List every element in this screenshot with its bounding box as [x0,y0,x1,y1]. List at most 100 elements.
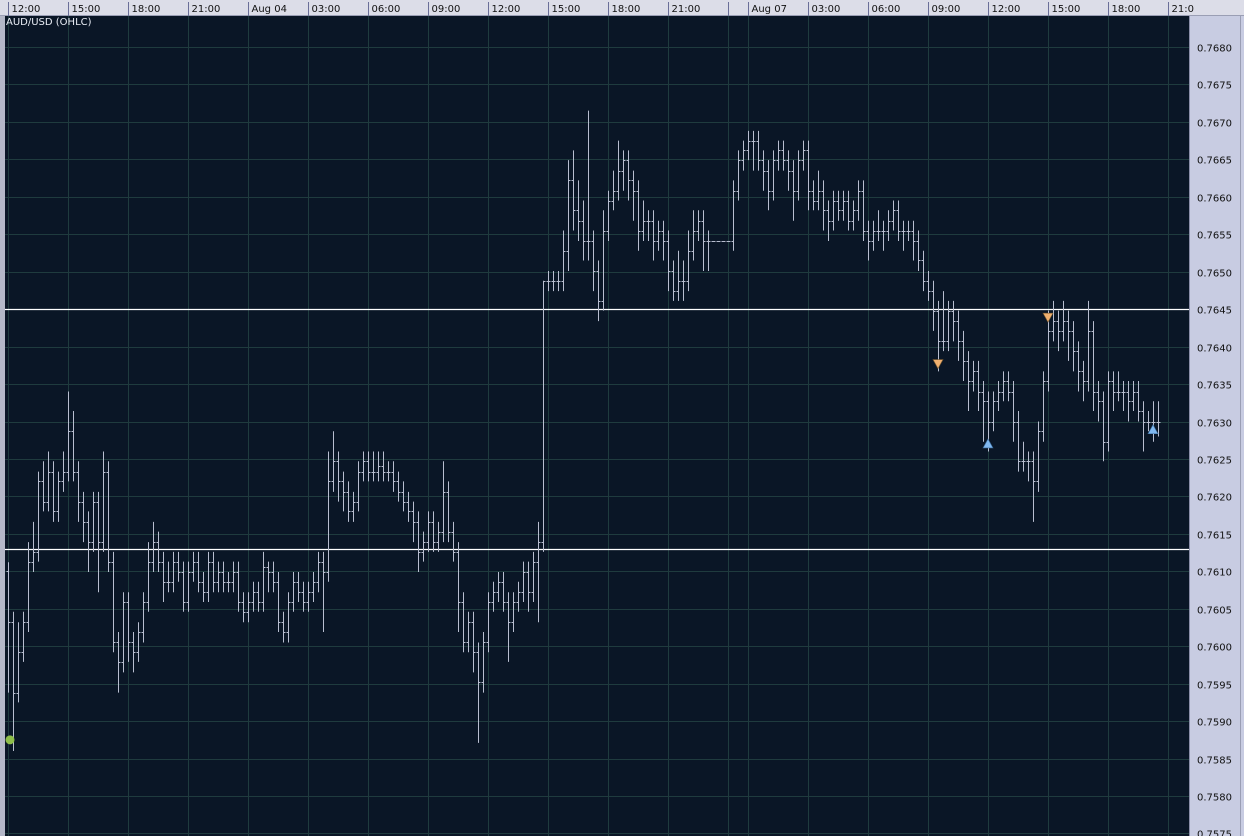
ohlc-bar [966,351,971,412]
ohlc-bar [251,581,256,612]
ohlc-bar [261,551,266,612]
time-tick-label: 21:00 [192,4,221,15]
ohlc-bar [386,461,391,482]
ohlc-bar [871,220,876,251]
ohlc-bar [51,461,56,522]
price-axis-panel[interactable] [1189,0,1244,836]
ohlc-bar [76,461,81,522]
ohlc-bar [171,551,176,593]
ohlc-bar [721,240,726,242]
ohlc-bar [211,551,216,593]
ohlc-bar [806,140,811,211]
ohlc-bar [566,160,571,271]
ohlc-bar [1156,401,1161,437]
ohlc-bar [1066,310,1071,361]
ohlc-bar [86,511,91,573]
ohlc-bar [141,592,146,643]
sell-arrow-icon [932,359,944,370]
entry-dot-marker [5,735,15,745]
ohlc-bar [601,210,606,311]
ohlc-bar [201,572,206,603]
ohlc-bar [6,562,11,693]
time-axis-panel[interactable] [0,0,1244,16]
ohlc-bar [561,230,566,292]
ohlc-bar [971,360,976,392]
ohlc-bar [636,180,641,251]
ohlc-bar [586,110,591,261]
ohlc-bar [616,140,621,201]
ohlc-bar [391,461,396,492]
ohlc-bar [901,220,906,251]
ohlc-bar [231,561,236,593]
ohlc-bar [421,531,426,562]
time-tick-label: 03:00 [812,4,841,15]
time-tick-label: Aug 04 [252,4,287,15]
ohlc-bar [36,471,41,562]
ohlc-bar [811,180,816,211]
ohlc-bar [796,150,801,201]
ohlc-bar [761,150,766,191]
ohlc-bar [166,561,171,593]
ohlc-bar [186,561,191,612]
ohlc-bar [96,491,101,593]
ohlc-bar [396,471,401,502]
ohlc-bar [926,270,931,301]
ohlc-bar [466,611,471,653]
ohlc-bar [916,230,921,271]
ohlc-bar [1136,381,1141,422]
ohlc-bar [1041,371,1046,442]
ohlc-bar [1061,300,1066,342]
buy-arrow-icon [1147,424,1159,435]
ohlc-bar [581,200,586,261]
price-tick-label: 0.7645 [1197,306,1232,317]
ohlc-bar [731,180,736,251]
price-tick-label: 0.7605 [1197,606,1232,617]
ohlc-bar [651,210,656,261]
ohlc-bar [711,240,716,242]
grid [5,16,1189,836]
ohlc-bar [291,572,296,612]
ohlc-bar [416,511,421,573]
ohlc-bar [1011,381,1016,442]
ohlc-bar [531,551,536,603]
ohlc-bar [726,240,731,242]
ohlc-bar [136,622,141,662]
ohlc-bar [431,511,436,552]
ohlc-bar [111,551,116,653]
ohlc-bar [776,140,781,171]
time-tick-label: 15:00 [552,4,581,15]
ohlc-bar [951,300,956,342]
ohlc-bar [481,631,486,693]
ohlc-bar [546,270,551,292]
ohlc-bar [501,572,506,612]
ohlc-bar [161,551,166,603]
time-tick-label: 06:00 [872,4,901,15]
ohlc-bar [456,542,461,632]
ohlc-bar [276,572,281,632]
ohlc-bar [976,360,981,412]
ohlc-bar [321,551,326,632]
ohlc-bar [1086,300,1091,392]
ohlc-bar [626,150,631,201]
ohlc-bar [241,592,246,623]
chart-title: AUD/USD (OHLC) [6,17,92,28]
time-tick-label: 21:0 [1172,4,1194,15]
ohlc-bar [256,581,261,612]
ohlc-bar [236,561,241,612]
ohlc-bar [921,250,926,292]
ohlc-bar [341,471,346,512]
time-tick-label: 06:00 [372,4,401,15]
time-axis: 12:00 15:00 18:00 21:00 Aug 04 03:00 06:00 09:0… [8,2,1194,16]
price-tick-label: 0.7615 [1197,531,1232,542]
ohlc-bar [106,461,111,573]
ohlc-bar [671,260,676,301]
ohlc-bar [41,461,46,512]
ohlc-bar [16,622,21,703]
ohlc-bar [286,592,291,643]
ohlc-bar [216,561,221,593]
ohlc-bar [301,581,306,612]
ohlc-bar [1146,411,1151,432]
ohlc-bar [841,190,846,221]
ohlc-bar [351,491,356,522]
